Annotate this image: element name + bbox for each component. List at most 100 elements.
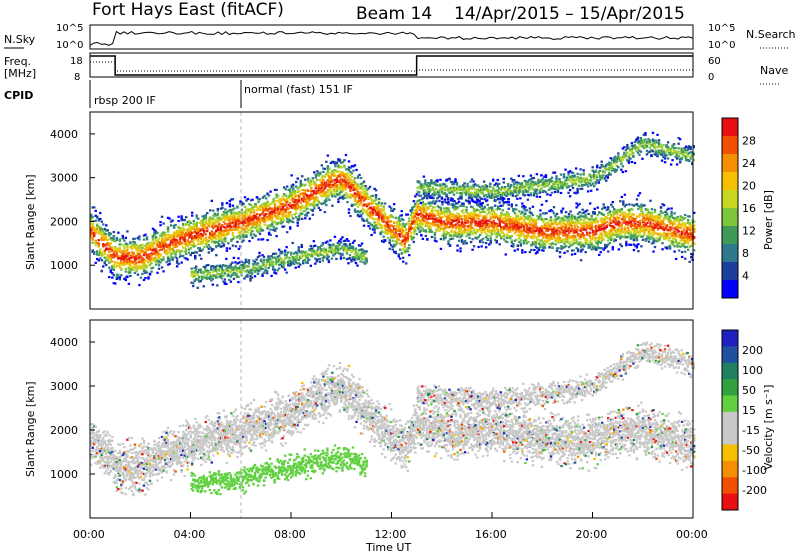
scatter-point xyxy=(150,262,152,264)
nsearch-tick-bottom: 10^0 xyxy=(708,40,735,51)
scatter-point xyxy=(114,282,116,284)
scatter-point xyxy=(446,212,448,214)
scatter-point xyxy=(378,219,380,221)
scatter-point xyxy=(440,248,442,250)
scatter-point xyxy=(473,245,475,247)
scatter-point xyxy=(523,234,525,236)
scatter-point xyxy=(336,190,338,192)
scatter-point xyxy=(224,223,226,225)
scatter-point xyxy=(366,193,368,195)
scatter-point xyxy=(414,195,416,197)
scatter-point xyxy=(150,271,152,273)
scatter-point xyxy=(541,239,543,241)
scatter-point xyxy=(612,201,614,203)
scatter-point xyxy=(223,245,225,247)
scatter-point xyxy=(108,251,110,253)
scatter-point xyxy=(399,235,401,237)
scatter-point xyxy=(545,218,547,220)
scatter-point xyxy=(417,203,419,205)
scatter-point xyxy=(444,227,446,229)
scatter-point xyxy=(92,216,94,218)
scatter-point xyxy=(310,182,312,184)
scatter-point xyxy=(521,217,523,219)
scatter-point xyxy=(437,223,439,225)
scatter-point xyxy=(352,195,354,197)
scatter-point xyxy=(334,195,336,197)
scatter-point xyxy=(92,239,94,241)
scatter-point xyxy=(458,221,460,223)
scatter-point xyxy=(616,213,618,215)
scatter-point xyxy=(247,231,249,233)
scatter-point xyxy=(479,215,481,217)
scatter-point xyxy=(518,210,520,212)
scatter-point xyxy=(483,206,485,208)
scatter-point xyxy=(462,205,464,207)
scatter-point xyxy=(473,229,475,231)
scatter-point xyxy=(382,220,384,222)
scatter-point xyxy=(477,209,479,211)
scatter-point xyxy=(402,219,404,221)
scatter-point xyxy=(595,233,597,235)
scatter-point xyxy=(107,239,109,241)
scatter-point xyxy=(331,195,333,197)
scatter-point xyxy=(508,208,510,210)
scatter-point xyxy=(563,219,565,221)
scatter-point xyxy=(372,195,374,197)
scatter-point xyxy=(95,262,97,264)
scatter-point xyxy=(557,247,559,249)
scatter-point xyxy=(171,219,173,221)
scatter-point xyxy=(589,246,591,248)
scatter-point xyxy=(408,217,410,219)
scatter-point xyxy=(101,221,103,223)
scatter-point xyxy=(511,235,513,237)
scatter-point xyxy=(152,245,154,247)
scatter-point xyxy=(571,253,573,255)
scatter-point xyxy=(92,223,94,225)
scatter-point xyxy=(298,197,300,199)
scatter-point xyxy=(407,232,409,234)
scatter-point xyxy=(592,236,594,238)
nsky-line xyxy=(90,32,693,46)
scatter-point xyxy=(141,273,143,275)
scatter-point xyxy=(238,248,240,250)
scatter-point xyxy=(382,236,384,238)
scatter-point xyxy=(390,220,392,222)
scatter-point xyxy=(471,238,473,240)
scatter-point xyxy=(337,170,339,172)
scatter-point xyxy=(568,213,570,215)
scatter-point xyxy=(221,240,223,242)
scatter-point xyxy=(269,191,271,193)
scatter-point xyxy=(372,212,374,214)
scatter-point xyxy=(392,216,394,218)
scatter-point xyxy=(348,212,350,214)
scatter-point xyxy=(387,237,389,239)
scatter-point xyxy=(404,226,406,228)
scatter-point xyxy=(392,240,394,242)
scatter-point xyxy=(96,228,98,230)
scatter-point xyxy=(515,204,517,206)
scatter-point xyxy=(113,231,115,233)
scatter-point xyxy=(530,249,532,251)
scatter-point xyxy=(290,174,292,176)
scatter-point xyxy=(212,210,214,212)
scatter-point xyxy=(343,165,345,167)
scatter-point xyxy=(354,181,356,183)
scatter-point xyxy=(257,231,259,233)
scatter-point xyxy=(292,184,294,186)
scatter-point xyxy=(171,242,173,244)
scatter-point xyxy=(113,235,115,237)
scatter-point xyxy=(312,177,314,179)
scatter-point xyxy=(370,234,372,236)
scatter-point xyxy=(126,243,128,245)
scatter-point xyxy=(443,229,445,231)
scatter-point xyxy=(402,257,404,259)
scatter-point xyxy=(367,203,369,205)
station-title: Fort Hays East (fitACF) xyxy=(92,0,284,20)
scatter-point xyxy=(624,227,626,229)
nsearch-label: N.Search xyxy=(746,28,796,41)
scatter-point xyxy=(554,220,556,222)
scatter-point xyxy=(95,210,97,212)
scatter-point xyxy=(217,214,219,216)
scatter-point xyxy=(502,209,504,211)
scatter-point xyxy=(284,211,286,213)
